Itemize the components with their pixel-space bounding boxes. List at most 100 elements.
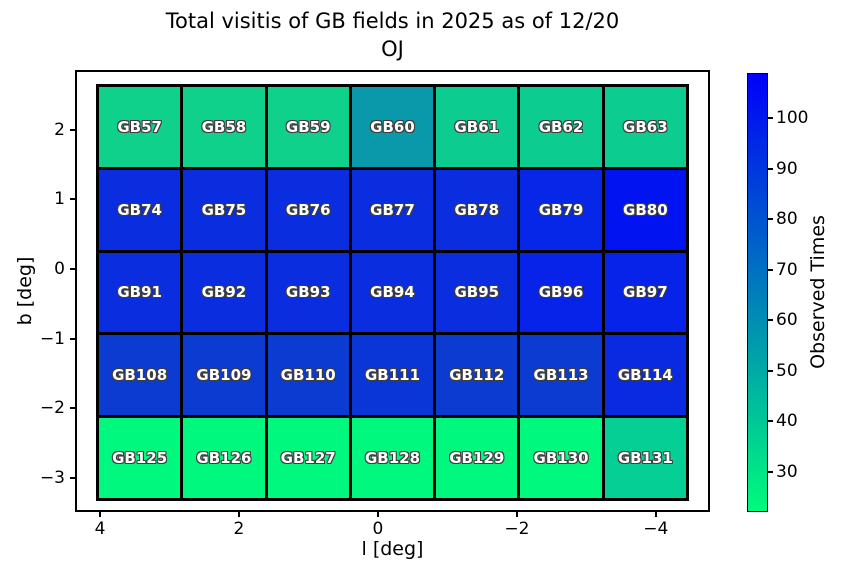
- cell-label: GB76: [285, 200, 331, 219]
- heatmap-cell-gb79: GB79: [520, 169, 602, 250]
- heatmap-cell-gb111: GB111: [351, 335, 434, 416]
- heatmap-cell-gb97: GB97: [604, 252, 686, 333]
- heatmap-cell-gb131: GB131: [604, 418, 686, 498]
- colorbar-tick-label: 40: [776, 411, 798, 432]
- colorbar-label: Observed Times: [807, 215, 829, 369]
- x-tick-label: −2: [504, 519, 530, 539]
- heatmap-grid: GB57 GB58 GB59 GB60 GB61 GB62 GB63 GB74 GB75 GB76…: [96, 84, 689, 501]
- cell-label: GB128: [364, 449, 421, 468]
- y-tick-label: −3: [39, 467, 65, 488]
- colorbar-tick-label: 100: [776, 108, 809, 129]
- colorbar-tick-label: 90: [776, 158, 798, 179]
- heatmap-cell-gb126: GB126: [183, 418, 265, 498]
- cell-label: GB129: [449, 449, 505, 468]
- y-tick-label: 0: [54, 259, 65, 280]
- colorbar-tick-mark: [768, 420, 773, 423]
- cell-label: GB97: [623, 283, 668, 302]
- cell-label: GB131: [617, 449, 673, 468]
- heatmap-cell-gb95: GB95: [436, 252, 518, 333]
- cell-label: GB75: [201, 200, 247, 219]
- heatmap-cell-gb57: GB57: [99, 87, 181, 167]
- colorbar-tick-mark: [768, 167, 773, 170]
- colorbar-tick-mark: [768, 268, 773, 271]
- cell-label: GB62: [538, 117, 584, 136]
- heatmap-cell-gb108: GB108: [99, 335, 181, 416]
- colorbar-tick-label: 60: [776, 310, 798, 331]
- cell-label: GB96: [538, 283, 584, 302]
- cell-label: GB114: [617, 366, 673, 385]
- heatmap-cell-gb129: GB129: [436, 418, 518, 498]
- cell-label: GB126: [196, 449, 252, 468]
- heatmap-cell-gb113: GB113: [520, 335, 602, 416]
- x-tick-label: 4: [94, 519, 106, 539]
- heatmap-cell-gb74: GB74: [99, 169, 181, 250]
- cell-label: GB77: [370, 200, 415, 219]
- colorbar-tick-label: 70: [776, 259, 798, 280]
- heatmap-cell-gb93: GB93: [267, 252, 349, 333]
- colorbar-tick-mark: [768, 470, 773, 473]
- cell-label: GB93: [285, 283, 331, 302]
- cell-label: GB110: [280, 366, 336, 385]
- cell-label: GB125: [112, 449, 168, 468]
- x-tick-mark: [515, 512, 518, 517]
- colorbar-tick-label: 30: [776, 461, 798, 482]
- cell-label: GB91: [117, 283, 162, 302]
- cell-label: GB60: [370, 117, 415, 136]
- cell-label: GB92: [201, 283, 247, 302]
- cell-label: GB95: [454, 283, 500, 302]
- x-tick-mark: [99, 512, 101, 517]
- heatmap-cell-gb61: GB61: [436, 87, 518, 167]
- heatmap-cell-gb91: GB91: [99, 252, 181, 333]
- x-tick-label: 2: [233, 519, 245, 539]
- y-tick-mark: [70, 128, 75, 131]
- y-tick-label: −1: [39, 328, 65, 349]
- cell-label: GB108: [112, 366, 168, 385]
- heatmap-cell-gb75: GB75: [183, 169, 265, 250]
- colorbar-tick-label: 50: [776, 360, 798, 381]
- colorbar-tick-mark: [768, 319, 773, 322]
- heatmap-cell-gb109: GB109: [183, 335, 265, 416]
- heatmap-cell-gb112: GB112: [436, 335, 518, 416]
- cell-label: GB59: [285, 117, 331, 136]
- y-tick-label: 1: [54, 189, 65, 210]
- cell-label: GB61: [454, 117, 500, 136]
- heatmap-cell-gb62: GB62: [520, 87, 602, 167]
- cell-label: GB58: [201, 117, 247, 136]
- heatmap-cell-gb127: GB127: [267, 418, 349, 498]
- cell-label: GB78: [454, 200, 500, 219]
- cell-label: GB113: [533, 366, 589, 385]
- cell-label: GB63: [623, 117, 668, 136]
- colorbar: [747, 73, 768, 512]
- heatmap-cell-gb92: GB92: [183, 252, 265, 333]
- heatmap-cell-gb58: GB58: [183, 87, 265, 167]
- heatmap-cell-gb59: GB59: [267, 87, 349, 167]
- y-tick-mark: [70, 476, 75, 479]
- axes-frame: [75, 70, 710, 512]
- heatmap-cell-gb96: GB96: [520, 252, 602, 333]
- heatmap-cell-gb94: GB94: [351, 252, 434, 333]
- y-tick-mark: [70, 407, 75, 410]
- cell-label: GB57: [117, 117, 162, 136]
- y-tick-label: 2: [54, 119, 65, 140]
- x-tick-mark: [654, 512, 657, 517]
- cell-label: GB111: [364, 366, 421, 385]
- cell-label: GB74: [117, 200, 162, 219]
- x-tick-mark: [237, 512, 240, 517]
- y-tick-mark: [70, 198, 75, 201]
- colorbar-tick-mark: [768, 117, 773, 120]
- heatmap-cell-gb130: GB130: [520, 418, 602, 498]
- x-axis-label: l [deg]: [361, 538, 424, 560]
- heatmap-cell-gb78: GB78: [436, 169, 518, 250]
- heatmap-cell-gb63: GB63: [604, 87, 686, 167]
- heatmap-cell-gb125: GB125: [99, 418, 181, 498]
- colorbar-tick-label: 80: [776, 209, 798, 230]
- heatmap-cell-gb60: GB60: [351, 87, 434, 167]
- cell-label: GB94: [370, 283, 415, 302]
- y-tick-label: −2: [39, 398, 65, 419]
- chart-title: Total visitis of GB fields in 2025 as of…: [165, 9, 620, 33]
- y-tick-mark: [70, 268, 75, 271]
- heatmap-cell-gb76: GB76: [267, 169, 349, 250]
- x-tick-label: −4: [643, 519, 669, 539]
- chart-subtitle: OJ: [381, 37, 404, 61]
